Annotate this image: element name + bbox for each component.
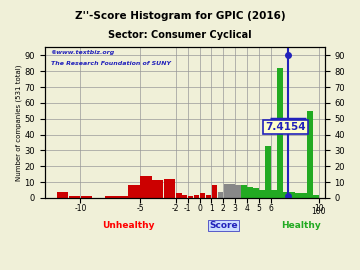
Bar — [200, 193, 205, 198]
Bar — [289, 192, 295, 198]
Text: 100: 100 — [311, 207, 326, 216]
Text: The Research Foundation of SUNY: The Research Foundation of SUNY — [51, 61, 171, 66]
Bar — [313, 195, 319, 198]
Bar — [212, 185, 217, 198]
Text: Healthy: Healthy — [281, 221, 321, 230]
Bar — [253, 188, 259, 198]
Bar — [182, 195, 188, 198]
Bar — [140, 176, 152, 198]
Bar — [217, 192, 223, 198]
Text: Sector: Consumer Cyclical: Sector: Consumer Cyclical — [108, 30, 252, 40]
Bar — [69, 196, 80, 198]
Text: 7.4154: 7.4154 — [265, 122, 306, 132]
Text: Score: Score — [209, 221, 238, 230]
Bar — [259, 190, 265, 198]
Bar — [242, 185, 247, 198]
Text: Z''-Score Histogram for GPIC (2016): Z''-Score Histogram for GPIC (2016) — [75, 11, 285, 21]
Y-axis label: Number of companies (531 total): Number of companies (531 total) — [15, 65, 22, 181]
Bar — [229, 184, 235, 198]
Bar — [128, 185, 140, 198]
Bar — [277, 68, 283, 198]
Text: ©www.textbiz.org: ©www.textbiz.org — [51, 50, 115, 55]
Bar — [283, 192, 289, 198]
Bar — [265, 146, 271, 198]
Bar — [194, 195, 199, 198]
Bar — [152, 180, 163, 198]
Bar — [104, 196, 116, 198]
Bar — [247, 187, 253, 198]
Text: Unhealthy: Unhealthy — [102, 221, 154, 230]
Bar — [116, 196, 128, 198]
Bar — [235, 185, 241, 198]
Bar — [176, 193, 181, 198]
Bar — [295, 193, 301, 198]
Bar — [188, 196, 193, 198]
Bar — [224, 184, 229, 198]
Bar — [81, 196, 92, 198]
Bar — [271, 190, 277, 198]
Bar — [57, 192, 68, 198]
Bar — [164, 179, 175, 198]
Bar — [307, 111, 312, 198]
Bar — [301, 193, 307, 198]
Bar — [206, 195, 211, 198]
